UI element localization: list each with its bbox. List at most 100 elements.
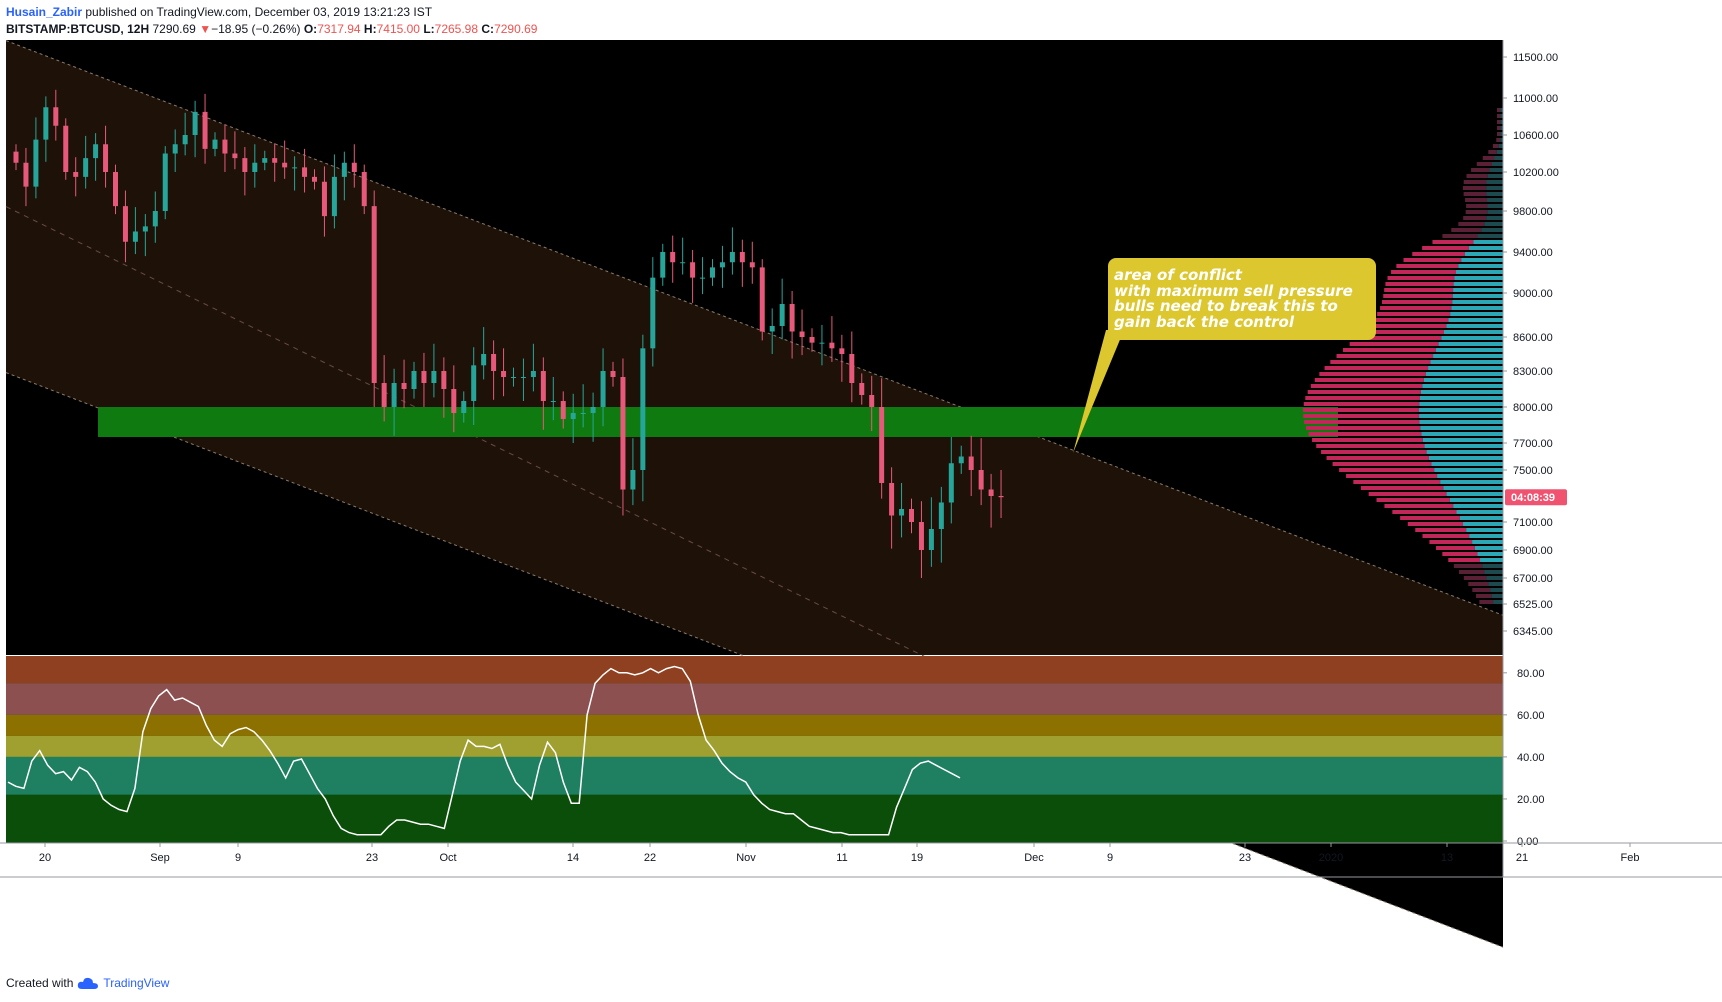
candle-body: [799, 331, 805, 337]
volume-profile-buy-bar: [1486, 186, 1503, 190]
candle-body: [729, 252, 735, 263]
volume-profile-sell-bar: [1382, 300, 1453, 304]
volume-profile-buy-bar: [1446, 324, 1503, 328]
volume-profile-buy-bar: [1422, 384, 1503, 388]
osc-tick-label: 60.00: [1517, 710, 1545, 722]
candle-body: [242, 158, 248, 172]
volume-profile-sell-bar: [1429, 540, 1473, 544]
volume-profile-buy-bar: [1500, 114, 1503, 118]
candle-body: [958, 456, 964, 464]
volume-profile-buy-bar: [1463, 522, 1503, 526]
candle-body: [789, 304, 795, 332]
volume-profile-sell-bar: [1442, 552, 1478, 556]
tradingview-brand[interactable]: TradingView: [103, 976, 170, 990]
price-tick-label: 11500.00: [1513, 52, 1558, 64]
volume-profile-sell-bar: [1476, 162, 1492, 166]
symbol-label: BITSTAMP:BTCUSD, 12H: [6, 22, 150, 36]
volume-profile-buy-bar: [1451, 306, 1503, 310]
volume-profile-buy-bar: [1425, 372, 1503, 376]
volume-profile-buy-bar: [1449, 498, 1503, 502]
time-tick-label: 19: [911, 852, 923, 864]
candle-body: [978, 470, 984, 490]
volume-profile-sell-bar: [1497, 132, 1501, 136]
volume-profile-buy-bar: [1500, 138, 1503, 142]
volume-profile-sell-bar: [1324, 366, 1429, 370]
candle-body: [441, 371, 447, 389]
volume-profile-sell-bar: [1476, 594, 1492, 598]
candle-body: [530, 371, 536, 377]
author-link[interactable]: Husain_Zabir: [6, 5, 83, 19]
high-label: H:: [363, 22, 377, 36]
volume-profile-sell-bar: [1383, 294, 1453, 298]
candle-body: [431, 371, 437, 383]
volume-profile-buy-bar: [1500, 126, 1503, 130]
candle-body: [620, 377, 626, 490]
volume-profile-sell-bar: [1396, 264, 1459, 268]
volume-profile-buy-bar: [1487, 174, 1503, 178]
annotation-line: gain back the control: [1114, 312, 1294, 331]
candle-body: [272, 158, 278, 163]
volume-profile-buy-bar: [1431, 462, 1503, 466]
candle-body: [182, 135, 188, 145]
volume-profile-sell-bar: [1492, 144, 1499, 148]
volume-profile-sell-bar: [1305, 396, 1420, 400]
oscillator-band: [6, 656, 1503, 684]
candle-body: [520, 377, 526, 378]
time-tick-label: 22: [644, 852, 656, 864]
volume-profile-buy-bar: [1434, 468, 1503, 472]
tradingview-cloud-icon: [78, 977, 99, 989]
candle-body: [471, 365, 477, 401]
candle-body: [660, 252, 666, 278]
volume-profile-buy-bar: [1441, 336, 1503, 340]
time-tick-label: Oct: [439, 852, 456, 864]
candle-body: [93, 144, 99, 159]
candle-body: [650, 277, 656, 349]
osc-tick-label: 40.00: [1517, 752, 1545, 764]
volume-profile-buy-bar: [1421, 432, 1503, 436]
high-value: 7415.00: [376, 22, 420, 36]
header-line-2: BITSTAMP:BTCUSD, 12H 7290.69 ▼−18.95 (−0…: [6, 21, 537, 38]
candle-body: [222, 139, 228, 154]
candle-body: [63, 125, 69, 172]
candle-body: [928, 529, 934, 550]
volume-profile-buy-bar: [1452, 300, 1503, 304]
volume-profile-sell-bar: [1362, 330, 1444, 334]
volume-profile-buy-bar: [1426, 450, 1503, 454]
candle-body: [411, 371, 417, 389]
open-label: O:: [303, 22, 318, 36]
candle-body: [759, 267, 765, 332]
time-tick-label: 11: [836, 852, 847, 864]
volume-profile-sell-bar: [1465, 198, 1488, 202]
candle-body: [162, 153, 168, 211]
candle-body: [172, 144, 178, 154]
candle-body: [839, 348, 845, 354]
volume-profile-sell-bar: [1306, 426, 1421, 430]
volume-profile-sell-bar: [1453, 564, 1483, 568]
annotation-line: with maximum sell pressure: [1114, 281, 1353, 300]
volume-profile-sell-bar: [1368, 324, 1447, 328]
candle-body: [351, 162, 357, 172]
candle-body: [43, 107, 49, 140]
candle-body: [819, 342, 825, 344]
annotation-callout: area of conflict with maximum sell press…: [1108, 258, 1376, 340]
volume-profile-buy-bar: [1420, 390, 1503, 394]
volume-profile-sell-bar: [1343, 348, 1436, 352]
volume-profile-buy-bar: [1443, 330, 1503, 334]
volume-profile-buy-bar: [1487, 204, 1503, 208]
chart-header: Husain_Zabir published on TradingView.co…: [6, 4, 537, 38]
volume-profile-buy-bar: [1482, 564, 1503, 568]
volume-profile-sell-bar: [1304, 420, 1420, 424]
volume-profile-sell-bar: [1463, 216, 1487, 220]
volume-profile-sell-bar: [1442, 234, 1478, 238]
volume-profile-buy-bar: [1419, 396, 1503, 400]
candle-body: [938, 502, 944, 529]
volume-profile-sell-bar: [1377, 312, 1451, 316]
volume-profile-buy-bar: [1484, 222, 1503, 226]
candle-body: [869, 395, 875, 407]
oscillator-band: [6, 756, 1503, 795]
volume-profile-sell-bar: [1432, 240, 1474, 244]
candle-body: [859, 383, 865, 395]
candle-body: [988, 489, 994, 496]
candle-body: [381, 383, 387, 407]
price-axis-background: [1503, 40, 1722, 843]
